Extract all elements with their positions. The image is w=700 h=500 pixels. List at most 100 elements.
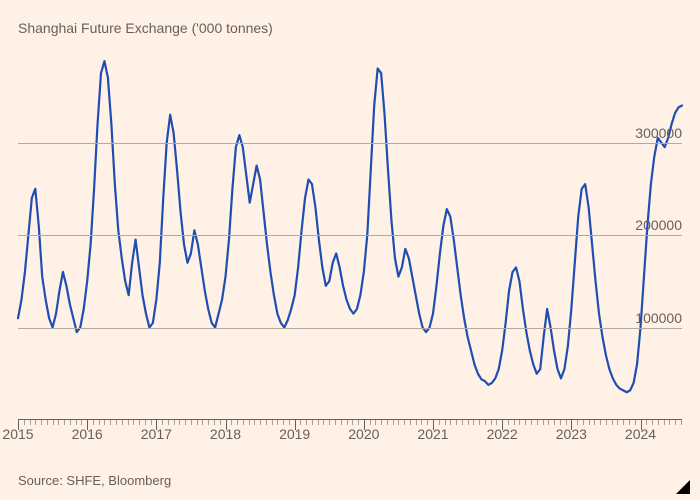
x-tick-minor: [623, 420, 624, 425]
x-tick-minor: [347, 420, 348, 425]
x-axis-label: 2019: [279, 426, 310, 442]
x-tick-minor: [445, 420, 446, 425]
x-tick-minor: [128, 420, 129, 425]
x-tick-minor: [168, 420, 169, 425]
x-tick-minor: [393, 420, 394, 425]
x-axis-label: 2024: [625, 426, 656, 442]
x-tick-minor: [375, 420, 376, 425]
x-tick-minor: [306, 420, 307, 425]
x-tick-minor: [352, 420, 353, 425]
data-line: [18, 61, 682, 392]
plot-area: 1000002000003000002015201620172018201920…: [18, 50, 682, 420]
x-tick-minor: [145, 420, 146, 425]
x-tick-minor: [260, 420, 261, 425]
x-tick-minor: [600, 420, 601, 425]
x-tick-minor: [646, 420, 647, 425]
x-tick-minor: [381, 420, 382, 425]
x-tick-minor: [277, 420, 278, 425]
x-tick-minor: [162, 420, 163, 425]
x-tick-minor: [589, 420, 590, 425]
x-tick-minor: [537, 420, 538, 425]
x-tick-minor: [543, 420, 544, 425]
x-tick-minor: [669, 420, 670, 425]
x-tick-minor: [485, 420, 486, 425]
x-tick-minor: [583, 420, 584, 425]
x-tick-minor: [185, 420, 186, 425]
x-tick-minor: [179, 420, 180, 425]
x-tick-minor: [410, 420, 411, 425]
x-tick-minor: [202, 420, 203, 425]
x-tick-minor: [312, 420, 313, 425]
x-tick-minor: [462, 420, 463, 425]
x-tick-minor: [554, 420, 555, 425]
y-gridline: [18, 235, 682, 236]
y-axis-label: 200000: [635, 217, 682, 235]
x-tick-minor: [491, 420, 492, 425]
x-tick-minor: [191, 420, 192, 425]
x-tick-minor: [151, 420, 152, 425]
x-tick-minor: [594, 420, 595, 425]
x-tick-minor: [47, 420, 48, 425]
x-tick-minor: [122, 420, 123, 425]
x-tick-minor: [133, 420, 134, 425]
x-tick-minor: [398, 420, 399, 425]
x-tick-minor: [329, 420, 330, 425]
x-tick-minor: [266, 420, 267, 425]
x-tick-minor: [479, 420, 480, 425]
x-tick-minor: [197, 420, 198, 425]
x-tick-minor: [617, 420, 618, 425]
x-tick-minor: [139, 420, 140, 425]
x-tick-minor: [514, 420, 515, 425]
x-tick-minor: [110, 420, 111, 425]
x-tick-minor: [456, 420, 457, 425]
x-axis-label: 2017: [141, 426, 172, 442]
x-tick-minor: [387, 420, 388, 425]
x-tick-minor: [612, 420, 613, 425]
chart-container: Shanghai Future Exchange ('000 tonnes) 1…: [0, 0, 700, 500]
x-tick-minor: [519, 420, 520, 425]
ft-flag-icon: [676, 480, 690, 494]
x-tick-minor: [323, 420, 324, 425]
x-tick-minor: [577, 420, 578, 425]
x-tick-minor: [53, 420, 54, 425]
x-tick-minor: [272, 420, 273, 425]
x-tick-minor: [473, 420, 474, 425]
x-tick-minor: [76, 420, 77, 425]
x-tick-minor: [30, 420, 31, 425]
x-tick-minor: [560, 420, 561, 425]
x-tick-minor: [104, 420, 105, 425]
x-tick-minor: [237, 420, 238, 425]
x-tick-minor: [341, 420, 342, 425]
x-tick-minor: [93, 420, 94, 425]
x-tick-minor: [58, 420, 59, 425]
x-axis-label: 2023: [556, 426, 587, 442]
x-tick-minor: [335, 420, 336, 425]
x-tick-minor: [70, 420, 71, 425]
x-tick-minor: [548, 420, 549, 425]
x-tick-minor: [41, 420, 42, 425]
x-tick-minor: [606, 420, 607, 425]
x-tick-minor: [231, 420, 232, 425]
x-tick-minor: [214, 420, 215, 425]
x-tick-minor: [658, 420, 659, 425]
x-tick-minor: [358, 420, 359, 425]
x-tick-minor: [300, 420, 301, 425]
x-tick-minor: [81, 420, 82, 425]
x-tick-minor: [116, 420, 117, 425]
x-tick-minor: [254, 420, 255, 425]
x-tick-minor: [675, 420, 676, 425]
x-axis-label: 2021: [417, 426, 448, 442]
x-tick-minor: [629, 420, 630, 425]
x-tick-minor: [370, 420, 371, 425]
x-axis-label: 2016: [72, 426, 103, 442]
x-tick-minor: [496, 420, 497, 425]
x-tick-minor: [99, 420, 100, 425]
x-tick-minor: [220, 420, 221, 425]
x-tick-minor: [289, 420, 290, 425]
x-tick-minor: [249, 420, 250, 425]
y-axis-label: 300000: [635, 125, 682, 143]
x-tick-minor: [427, 420, 428, 425]
x-tick-minor: [664, 420, 665, 425]
x-tick-minor: [635, 420, 636, 425]
x-tick-minor: [64, 420, 65, 425]
